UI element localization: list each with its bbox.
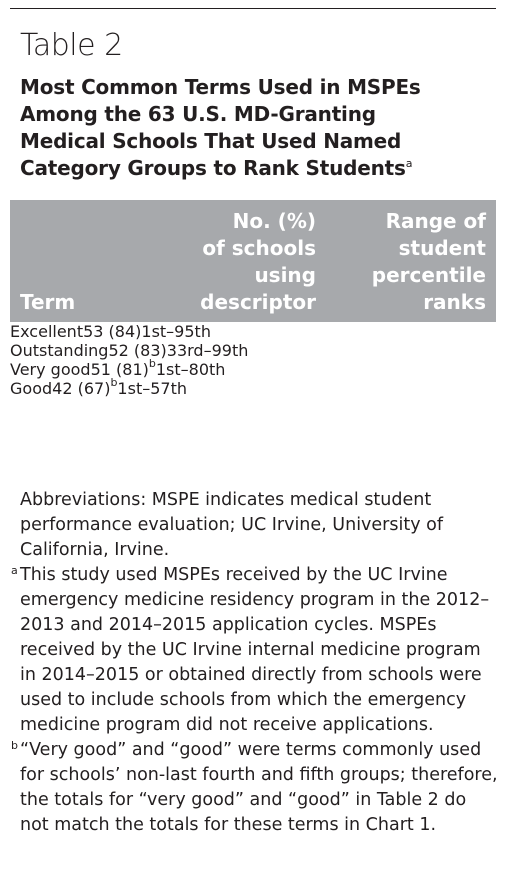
table-cell: 33rd–99th — [167, 341, 249, 360]
table-cell: Outstanding — [10, 341, 108, 360]
table-row: Outstanding52 (83)33rd–99th — [10, 341, 496, 360]
table-cell: Good — [10, 379, 52, 398]
column-header: Range of student percentile ranks — [372, 208, 486, 316]
table-cell: 51 (81)b — [90, 357, 156, 379]
cell-text: 1st–95th — [141, 322, 211, 341]
cell-text: 1st–80th — [155, 360, 226, 379]
subtitle-line: Among the 63 U.S. MD-Granting — [20, 102, 376, 126]
header-line: ranks — [423, 290, 486, 314]
table-row: Excellent53 (84)1st–95th — [10, 322, 496, 341]
header-line: percentile — [371, 263, 486, 287]
footnote-text: This study used MSPEs received by the UC… — [20, 565, 490, 735]
footnotes: Abbreviations: MSPE indicates medical st… — [11, 488, 498, 838]
cell-text: Very good — [10, 360, 91, 379]
table-row: Good42 (67)b1st–57th — [10, 376, 496, 398]
header-line: student — [398, 236, 486, 260]
table-cell: Excellent — [10, 322, 83, 341]
subtitle-line: Medical Schools That Used Named — [20, 129, 402, 153]
table-cell: Very good — [10, 360, 91, 379]
table-cell: 52 (83) — [108, 341, 166, 360]
footnote-text: Abbreviations: MSPE indicates medical st… — [20, 490, 443, 560]
footnote-ref: a — [405, 157, 413, 170]
table-subtitle: Most Common Terms Used in MSPEs Among the… — [20, 74, 421, 182]
footnote-ref: b — [110, 376, 118, 389]
table-body: Excellent53 (84)1st–95th Outstanding52 (8… — [10, 322, 496, 398]
cell-text: 33rd–99th — [166, 341, 249, 360]
table-header: Term No. (%) of schools using descriptor Rang… — [10, 200, 496, 322]
cell-text: 42 (67) — [52, 379, 111, 398]
footnote: b “Very good” and “good” were terms commo… — [11, 738, 498, 838]
footnote-marker: a — [11, 564, 18, 577]
cell-text: Good — [10, 379, 53, 398]
footnote: a This study used MSPEs received by the U… — [11, 563, 498, 738]
table-cell: 42 (67)b — [52, 376, 118, 398]
table-cell: 1st–95th — [141, 322, 211, 341]
cell-text: 1st–57th — [117, 379, 187, 398]
header-line: Range of — [385, 209, 486, 233]
cell-text: 53 (84) — [83, 322, 142, 341]
header-line: Term — [20, 290, 76, 314]
table-cell: 1st–80th — [156, 360, 226, 379]
header-line: using — [254, 263, 316, 287]
table-title: Table 2 — [20, 28, 123, 63]
header-line: of schools — [202, 236, 316, 260]
table-cell: 1st–57th — [117, 379, 187, 398]
subtitle-line: Most Common Terms Used in MSPEs — [20, 75, 421, 99]
cell-text: Outstanding — [10, 341, 109, 360]
table-row: Very good51 (81)b1st–80th — [10, 357, 496, 379]
header-line: descriptor — [200, 290, 316, 314]
subtitle-line: Category Groups to Rank Studentsa — [20, 156, 413, 180]
footnote: Abbreviations: MSPE indicates medical st… — [20, 488, 498, 563]
table: Term No. (%) of schools using descriptor Rang… — [10, 200, 496, 398]
table-cell: 53 (84) — [83, 322, 141, 341]
footnote-text: “Very good” and “good” were terms common… — [20, 740, 498, 835]
cell-text: 52 (83) — [108, 341, 167, 360]
footnote-marker: b — [11, 739, 18, 752]
column-header: Term — [20, 289, 75, 316]
column-header: No. (%) of schools using descriptor — [200, 208, 316, 316]
top-rule — [10, 8, 496, 9]
header-line: No. (%) — [232, 209, 316, 233]
cell-text: Excellent — [10, 322, 84, 341]
cell-text: 51 (81) — [90, 360, 149, 379]
footnote-ref: b — [148, 357, 156, 370]
